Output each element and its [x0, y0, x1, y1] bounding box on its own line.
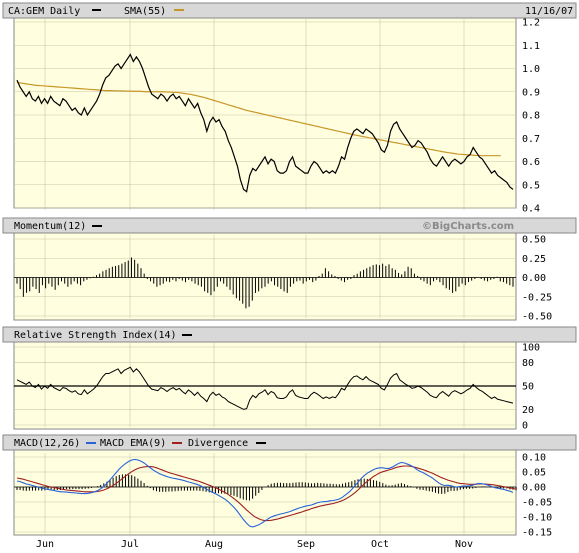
panel-frames [2, 2, 577, 536]
rsi-legend: Relative Strength Index(14) [14, 330, 192, 341]
y-tick-label: 0.9 [522, 87, 540, 98]
y-tick-label: 0.10 [522, 453, 546, 464]
y-tick-label: 1.2 [522, 18, 540, 29]
macd-ema-label: MACD EMA(9) [100, 438, 166, 449]
x-tick-label: Jul [121, 539, 139, 550]
y-tick-label: 0 [522, 421, 528, 432]
y-tick-label: 0.05 [522, 468, 546, 479]
chart-marks [14, 53, 517, 528]
divergence-label: Divergence [188, 438, 248, 449]
axis-labels: 1.2 1.1 1.0 0.9 0.8 0.7 0.6 0.5 0.4 0.50 0.25 0.00 -… [36, 18, 552, 551]
chart-date: 11/16/07 [525, 6, 573, 17]
x-tick-label: Aug [205, 539, 223, 550]
macd-line [16, 458, 514, 528]
macd-label: MACD(12,26) [14, 438, 80, 449]
y-tick-label: 0.25 [522, 254, 546, 265]
y-tick-label: 0.4 [522, 204, 540, 215]
price-panel [13, 17, 517, 209]
momentum-panel [13, 232, 517, 321]
y-tick-label: -0.25 [522, 292, 552, 303]
y-tick-label: 0.6 [522, 157, 540, 168]
macd-panel [13, 449, 517, 536]
x-tick-label: Oct [371, 539, 389, 550]
watermark: ©BigCharts.com [422, 221, 514, 232]
y-tick-label: -0.15 [522, 528, 552, 539]
y-tick-label: 0.00 [522, 273, 546, 284]
momentum-legend: Momentum(12) ©BigCharts.com [14, 221, 514, 232]
x-tick-label: Nov [455, 539, 473, 550]
y-tick-label: 100 [522, 343, 540, 354]
sma-label: SMA(55) [124, 6, 166, 17]
y-tick-label: -0.05 [522, 498, 552, 509]
price-legend: CA:GEM Daily SMA(55) 11/16/07 [8, 6, 573, 17]
y-tick-label: 80 [522, 358, 534, 369]
y-tick-label: 0.7 [522, 134, 540, 145]
y-tick-label: 0.8 [522, 111, 540, 122]
rsi-line [16, 366, 514, 410]
x-tick-label: Sep [297, 539, 315, 550]
rsi-label: Relative Strength Index(14) [14, 330, 177, 341]
y-tick-label: -0.10 [522, 513, 552, 524]
macd-ema-line [16, 465, 517, 522]
y-tick-label: 0.50 [522, 235, 546, 246]
y-tick-label: -0.50 [522, 312, 552, 323]
macd-legend: MACD(12,26) MACD EMA(9) Divergence [14, 438, 266, 449]
x-tick-label: Jun [36, 539, 54, 550]
price-line [16, 53, 514, 193]
sma-line [16, 81, 501, 157]
y-tick-label: 1.1 [522, 41, 540, 52]
symbol-label: CA:GEM Daily [8, 6, 80, 17]
price-header [2, 2, 577, 19]
momentum-label: Momentum(12) [14, 221, 86, 232]
y-tick-label: 0.5 [522, 180, 540, 191]
y-tick-label: 50 [522, 382, 534, 393]
y-tick-label: 20 [522, 405, 534, 416]
y-tick-label: 0.00 [522, 483, 546, 494]
y-tick-label: 1.0 [522, 64, 540, 75]
